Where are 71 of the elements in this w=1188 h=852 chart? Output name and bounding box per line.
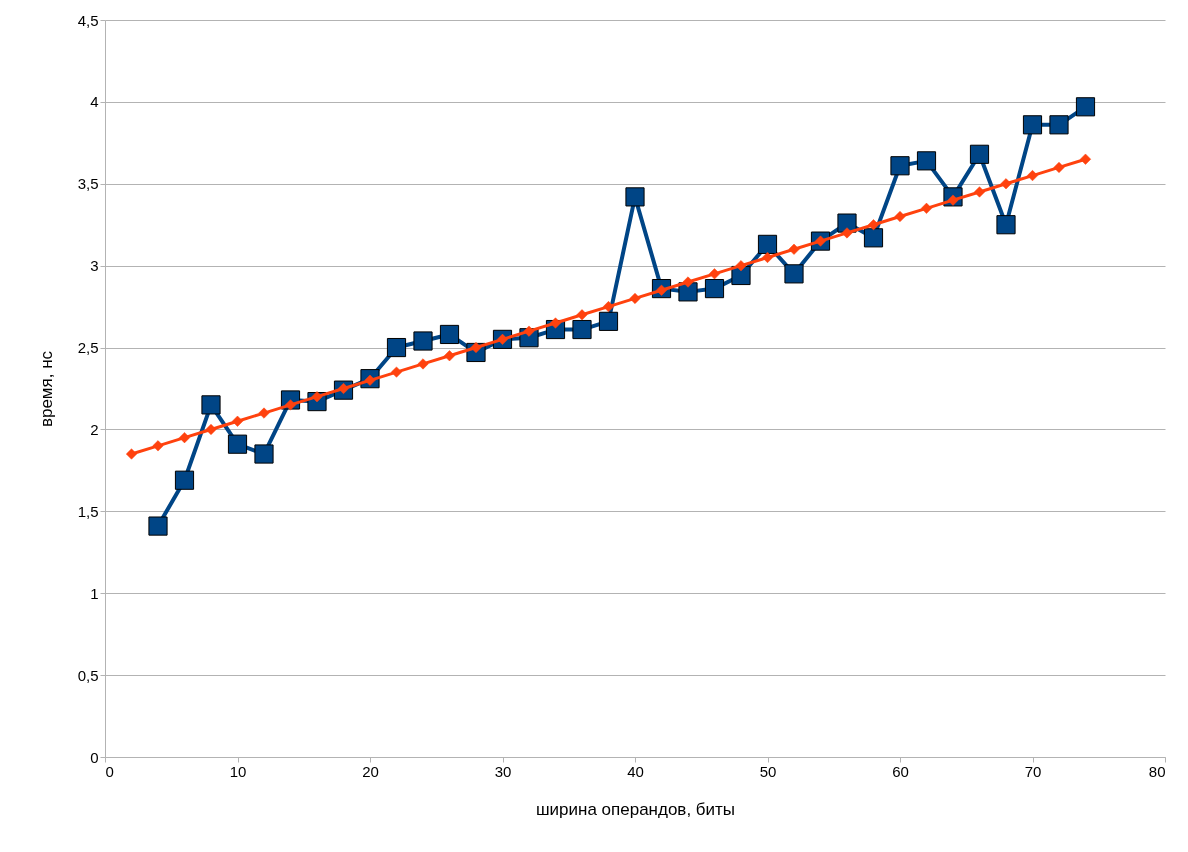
point [784, 264, 804, 284]
point [709, 268, 720, 280]
point [232, 415, 243, 427]
x-tick-label: 20 [362, 762, 379, 780]
point [916, 151, 937, 171]
point [258, 407, 270, 419]
point [1075, 97, 1096, 117]
y-tick-label: 2,5 [77, 339, 99, 357]
point [1027, 170, 1038, 182]
point [1080, 153, 1091, 165]
x-tick-label: 30 [494, 762, 512, 780]
point [921, 202, 932, 214]
y-tick-label: 3 [90, 257, 99, 275]
point [996, 215, 1016, 235]
point [444, 350, 455, 362]
x-axis-title: ширина операндов, биты [535, 799, 736, 819]
point [572, 319, 592, 340]
point [841, 227, 853, 239]
point [148, 516, 168, 536]
x-tick-label: 10 [229, 762, 247, 780]
point [598, 311, 619, 331]
point [969, 144, 990, 164]
point [413, 331, 433, 351]
point [391, 366, 402, 378]
point [576, 309, 588, 321]
y-axis-title: время, нс [36, 350, 56, 428]
y-tick-label: 4 [90, 93, 99, 111]
point [625, 187, 645, 207]
point [1049, 115, 1069, 135]
y-tick-label: 1,5 [77, 502, 99, 520]
point [1022, 115, 1043, 135]
point [174, 470, 195, 490]
point [227, 434, 248, 454]
point [179, 432, 190, 444]
point [894, 211, 906, 223]
point [757, 234, 778, 254]
point [890, 156, 910, 176]
x-tick-label: 50 [759, 762, 777, 780]
point [550, 317, 561, 329]
point [201, 395, 221, 415]
point [152, 440, 164, 452]
y-tick-label: 1 [90, 584, 99, 602]
point [523, 325, 535, 337]
x-tick-label: 70 [1024, 762, 1042, 780]
point [126, 448, 137, 460]
point [1053, 161, 1065, 173]
point [417, 358, 429, 370]
point [629, 292, 641, 304]
y-tick-label: 3,5 [77, 175, 99, 193]
point [254, 444, 274, 464]
y-tick-label: 2 [90, 420, 99, 438]
point [974, 186, 985, 198]
y-tick-label: 4,5 [77, 11, 99, 29]
point [386, 337, 407, 358]
x-tick-label: 60 [892, 762, 909, 780]
y-tick-label: 0 [90, 748, 99, 766]
point [788, 243, 800, 255]
point [1000, 178, 1012, 190]
x-tick-label: 0 [105, 762, 114, 780]
point [439, 324, 460, 345]
x-tick-label: 40 [627, 762, 644, 780]
x-tick-label: 80 [1148, 762, 1166, 780]
point [762, 251, 773, 263]
point [735, 260, 747, 272]
y-tick-label: 0,5 [77, 666, 99, 684]
point [863, 228, 884, 248]
point [682, 276, 694, 288]
point [704, 279, 725, 299]
point [868, 219, 879, 231]
point [205, 423, 217, 435]
point [603, 301, 614, 313]
